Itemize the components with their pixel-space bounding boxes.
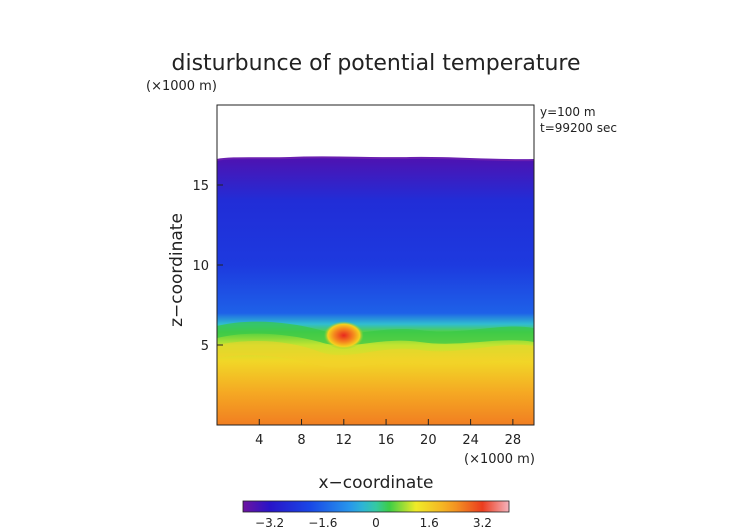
x-tick-label: 28 bbox=[505, 433, 522, 448]
green-transition-band bbox=[217, 321, 534, 346]
heatmap-field bbox=[217, 157, 534, 426]
colorbar-tick-label: −3.2 bbox=[255, 516, 284, 530]
colorbar-tick-label: −1.6 bbox=[308, 516, 337, 530]
x-tick-label: 20 bbox=[420, 433, 437, 448]
colorbar-ticks: −3.2 −1.6 0 1.6 3.2 bbox=[255, 516, 492, 530]
colorbar-tick-label: 1.6 bbox=[420, 516, 439, 530]
x-axis-label: x−coordinate bbox=[319, 473, 434, 493]
x-axis-ticks: 4 8 12 16 20 24 28 bbox=[255, 419, 521, 448]
y-axis-label: z−coordinate bbox=[167, 213, 187, 327]
x-tick-label: 24 bbox=[462, 433, 479, 448]
chart-title: disturbunce of potential temperature bbox=[172, 51, 581, 76]
warm-anomaly bbox=[323, 321, 364, 350]
y-axis-ticks: 5 10 15 bbox=[192, 179, 223, 354]
y-unit-label: (×1000 m) bbox=[146, 79, 217, 94]
plot-area: 4 8 12 16 20 24 28 5 10 15 bbox=[192, 104, 535, 448]
annotation-y: y=100 m bbox=[540, 105, 596, 119]
y-tick-label: 5 bbox=[201, 339, 209, 354]
yellow-wave bbox=[217, 340, 534, 368]
y-tick-label: 10 bbox=[192, 259, 209, 274]
annotation-t: t=99200 sec bbox=[540, 121, 617, 135]
colorbar-gradient bbox=[242, 500, 510, 513]
x-tick-label: 16 bbox=[378, 433, 395, 448]
x-tick-label: 12 bbox=[336, 433, 353, 448]
x-tick-label: 8 bbox=[297, 433, 305, 448]
colorbar-tick-label: 0 bbox=[372, 516, 380, 530]
y-tick-label: 15 bbox=[192, 179, 209, 194]
x-tick-label: 4 bbox=[255, 433, 263, 448]
x-unit-label: (×1000 m) bbox=[464, 452, 535, 467]
field-top-edge bbox=[216, 156, 535, 162]
colorbar-tick-label: 3.2 bbox=[473, 516, 492, 530]
colorbar: −3.2 −1.6 0 1.6 3.2 bbox=[242, 500, 510, 530]
